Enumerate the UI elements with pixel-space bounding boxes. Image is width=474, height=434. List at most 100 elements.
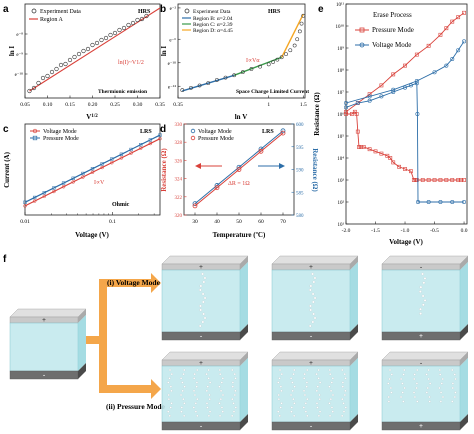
filament-particle	[421, 294, 425, 298]
data-point-b	[249, 67, 254, 71]
panel-label-c: c	[3, 124, 9, 135]
y-axis-label-c: Current (A)	[3, 151, 11, 188]
data-point-b	[279, 55, 284, 60]
filament-particle	[289, 377, 293, 380]
filament-particle	[425, 391, 428, 394]
filament-particle	[279, 406, 282, 409]
data-point-pressure-e	[462, 10, 466, 15]
x-tick-label-a: 0.20	[88, 102, 98, 108]
filament-particle	[202, 300, 205, 304]
filament-particle	[305, 381, 309, 384]
filament-particle	[199, 304, 202, 308]
filament-particle	[180, 410, 183, 413]
data-point-b	[232, 73, 237, 78]
axis-ticks-e: -2.0 -1.5 -1.0 -0.5 0.0 10¹ 10² 10³ 10⁴ 10⁵ 10⁶ 10⁷…	[335, 2, 467, 234]
top-electrode-sign: -	[420, 359, 423, 367]
top-electrode-sign: +	[199, 263, 203, 271]
top-electrode-side	[460, 256, 468, 270]
data-point-pressure-e	[403, 63, 407, 68]
state-tag-b: HRS	[268, 9, 281, 15]
data-point-pressure-e	[367, 92, 372, 97]
filament-particle	[312, 280, 316, 284]
filament-particle	[313, 276, 317, 280]
filament-particle	[316, 385, 319, 388]
data-point-a	[117, 27, 122, 33]
data-point-a	[99, 37, 104, 43]
y-tick-label-b: e⁻²	[170, 6, 177, 12]
data-point-a	[45, 73, 50, 79]
bottom-electrode-sign: -	[200, 332, 203, 340]
plot-data-c	[23, 133, 162, 208]
filament-particle	[293, 385, 296, 388]
filament-particle	[423, 299, 427, 302]
filament-particle	[205, 373, 208, 376]
filament-particle	[221, 377, 224, 380]
filament-particle	[219, 389, 223, 392]
legend-label-region-c: Region C: α=2.39	[193, 22, 233, 28]
legend-label-experiment-b: Experiment Data	[193, 9, 231, 15]
data-point-a	[103, 35, 109, 41]
data-point-a	[139, 16, 145, 22]
data-point-b	[215, 78, 219, 82]
data-point-b	[295, 37, 300, 42]
data-point-a	[81, 48, 86, 54]
data-point-pressure-e	[391, 72, 396, 77]
x-tick-label-b: 1.5	[300, 102, 307, 108]
filament-particle	[453, 395, 457, 399]
filament-particle	[291, 389, 294, 392]
arrow-lower-head	[151, 379, 161, 399]
filament-particle	[291, 381, 294, 384]
legend-marker-voltage-e	[359, 42, 365, 48]
y-tick-label-left-d: 322	[175, 196, 183, 201]
data-point-voltage-c	[129, 151, 133, 155]
series-line-e	[345, 82, 465, 203]
data-point-pressure-e	[426, 178, 431, 182]
filament-particle	[419, 285, 423, 289]
legend-label-pressure-e: Pressure Mode	[372, 26, 414, 34]
filament-particle	[231, 368, 234, 372]
data-point-pressure-e	[444, 26, 449, 31]
data-point-voltage-e	[391, 90, 396, 95]
filament-particle	[331, 377, 334, 380]
filament-particle	[309, 284, 313, 288]
filament-particle	[201, 272, 204, 276]
top-electrode-face	[381, 255, 469, 265]
x-axis-label-a: V1/2	[86, 113, 98, 121]
legend-label-voltage-c: Voltage Mode	[43, 129, 77, 135]
x-tick-label-d: 70	[280, 219, 286, 225]
filament-particle	[309, 308, 313, 312]
dielectric-layer	[381, 269, 461, 333]
legend-label-region-a: Region A	[40, 17, 64, 23]
filament-particle	[293, 414, 296, 417]
data-point-voltage-e	[343, 105, 348, 110]
filament-particle	[312, 312, 315, 316]
filament-particle	[309, 288, 312, 292]
device-cell: +-	[271, 255, 359, 341]
filament-particle	[422, 281, 426, 285]
data-point-voltage-c	[158, 136, 162, 141]
filament-particle	[419, 290, 422, 293]
data-point-voltage-e	[456, 48, 461, 53]
series-line-c	[24, 138, 161, 207]
legend-b: Experiment Data Region B: α=2.04 Region …	[182, 8, 233, 34]
bottom-electrode-side	[350, 324, 358, 340]
data-point-pressure-c	[71, 176, 75, 180]
top-electrode-sign: +	[309, 263, 313, 271]
filament-particle	[218, 385, 221, 388]
filament-particle	[403, 368, 406, 372]
axis-ticks-d: 30 40 50 60 70 320 322 324 326 328 330 580 585 590 595…	[175, 123, 305, 225]
filament-particle	[206, 385, 209, 388]
filament-particle	[220, 381, 223, 384]
filament-particle	[388, 377, 391, 381]
filament-particle	[221, 410, 224, 413]
filament-particle	[454, 391, 457, 394]
series-line-d	[194, 132, 284, 207]
y-tick-label-a: e⁻⁹	[16, 52, 23, 58]
top-electrode-side	[460, 352, 468, 366]
filament-particle	[399, 395, 403, 399]
data-point-voltage-c	[148, 141, 153, 146]
data-point-pressure-e	[379, 83, 384, 88]
plot-data-e	[343, 10, 467, 205]
data-point-voltage-c	[119, 156, 124, 160]
filament-particle	[311, 320, 315, 324]
